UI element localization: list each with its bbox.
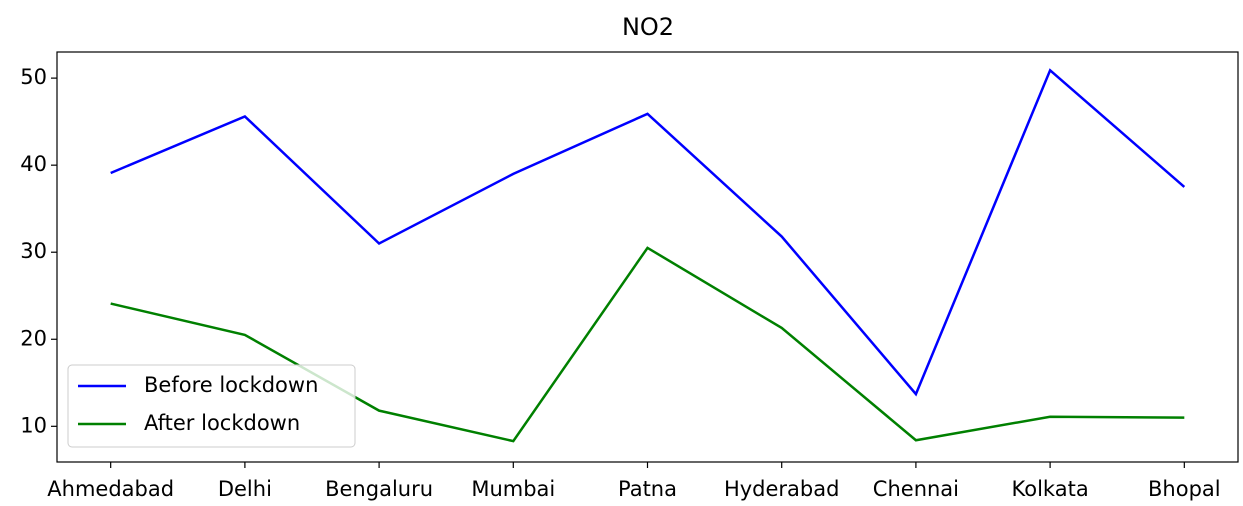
x-tick-label: Bengaluru (325, 477, 433, 501)
x-tick-label: Bhopal (1148, 477, 1221, 501)
x-tick-label: Hyderabad (724, 477, 840, 501)
y-tick-label: 10 (20, 413, 47, 437)
x-tick-label: Patna (618, 477, 677, 501)
x-tick-label: Chennai (873, 477, 959, 501)
y-tick-label: 50 (20, 65, 47, 89)
legend-label: After lockdown (144, 411, 300, 435)
x-tick-label: Ahmedabad (47, 477, 174, 501)
x-tick-label: Delhi (218, 477, 272, 501)
series-line (110, 246, 1185, 443)
chart-title: NO2 (622, 13, 674, 41)
x-tick-label: Mumbai (471, 477, 555, 501)
y-tick-label: 20 (20, 326, 47, 350)
x-tick-label: Kolkata (1012, 477, 1089, 501)
y-tick-label: 40 (20, 152, 47, 176)
legend-box (67, 364, 356, 448)
legend-label: Before lockdown (144, 373, 318, 397)
y-tick-label: 30 (20, 239, 47, 263)
series-line (110, 68, 1186, 397)
